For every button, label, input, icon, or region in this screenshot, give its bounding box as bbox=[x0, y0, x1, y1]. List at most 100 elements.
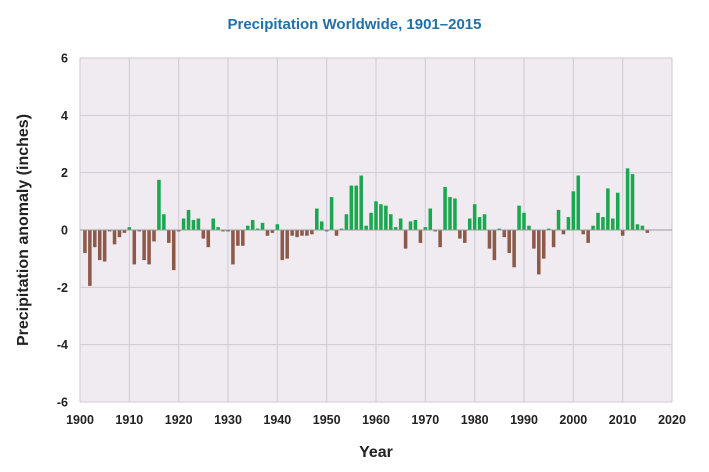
bar-1955 bbox=[349, 185, 354, 230]
bar-1908 bbox=[117, 230, 122, 238]
bar-1976 bbox=[453, 198, 457, 230]
bar-1992 bbox=[532, 230, 536, 249]
bar-1928 bbox=[216, 227, 220, 230]
bar-1932 bbox=[236, 230, 240, 246]
bar-1960 bbox=[374, 201, 378, 230]
bar-1910 bbox=[127, 227, 132, 230]
bar-1937 bbox=[260, 222, 265, 230]
bar-1967 bbox=[408, 221, 413, 230]
x-tick-label: 1950 bbox=[313, 413, 341, 427]
x-tick-label: 1910 bbox=[115, 413, 143, 427]
bar-2007 bbox=[606, 188, 610, 230]
y-tick-label: 6 bbox=[61, 52, 68, 66]
bar-1934 bbox=[245, 225, 250, 230]
bar-1905 bbox=[102, 230, 107, 262]
bar-1938 bbox=[265, 230, 270, 236]
bar-1949 bbox=[319, 221, 324, 230]
y-tick-label: 2 bbox=[61, 166, 68, 180]
bar-1933 bbox=[241, 230, 245, 246]
bar-1988 bbox=[512, 230, 516, 268]
x-axis-title: Year bbox=[359, 444, 393, 461]
bar-1978 bbox=[463, 230, 467, 243]
bar-1921 bbox=[181, 218, 186, 230]
bar-2014 bbox=[640, 225, 645, 230]
x-tick-label: 1930 bbox=[214, 413, 242, 427]
bar-1940 bbox=[275, 224, 280, 230]
bar-1985 bbox=[497, 228, 502, 230]
bar-2008 bbox=[611, 218, 615, 230]
bar-1911 bbox=[132, 230, 137, 265]
bar-1947 bbox=[310, 230, 314, 235]
bar-1984 bbox=[492, 230, 497, 261]
bar-1923 bbox=[191, 219, 196, 230]
bar-1983 bbox=[487, 230, 492, 249]
bar-2002 bbox=[581, 230, 585, 235]
bar-1915 bbox=[152, 230, 156, 242]
bar-1989 bbox=[517, 205, 521, 230]
bar-2013 bbox=[635, 224, 640, 230]
bar-1957 bbox=[359, 175, 363, 230]
bar-1929 bbox=[221, 230, 225, 232]
bar-1907 bbox=[112, 230, 117, 245]
bar-1998 bbox=[561, 230, 566, 235]
bar-1968 bbox=[413, 219, 418, 230]
bar-1974 bbox=[443, 187, 447, 230]
bar-1912 bbox=[137, 230, 141, 232]
bar-1965 bbox=[398, 218, 403, 230]
bar-1951 bbox=[329, 197, 334, 230]
chart-title: Precipitation Worldwide, 1901–2015 bbox=[227, 16, 482, 33]
x-tick-label: 1940 bbox=[263, 413, 291, 427]
bar-1931 bbox=[231, 230, 235, 265]
bar-1903 bbox=[93, 230, 97, 248]
bar-1994 bbox=[541, 230, 546, 259]
bar-1975 bbox=[448, 197, 452, 230]
bar-1995 bbox=[546, 228, 551, 230]
y-tick-label: -4 bbox=[57, 338, 68, 352]
bar-1936 bbox=[255, 228, 260, 230]
bar-1971 bbox=[428, 208, 433, 230]
bar-1986 bbox=[502, 230, 507, 238]
bar-1906 bbox=[107, 230, 112, 232]
y-tick-label: 0 bbox=[61, 224, 68, 238]
bar-1939 bbox=[270, 230, 275, 233]
x-tick-label: 1970 bbox=[411, 413, 439, 427]
bar-1964 bbox=[393, 227, 398, 230]
bar-1930 bbox=[226, 230, 230, 232]
y-axis-title: Precipitation anomaly (inches) bbox=[15, 114, 32, 346]
bar-1901 bbox=[83, 230, 87, 253]
bar-1935 bbox=[250, 219, 255, 230]
bar-1954 bbox=[344, 214, 349, 230]
x-tick-label: 2020 bbox=[658, 413, 686, 427]
bar-2006 bbox=[601, 217, 605, 230]
bar-1966 bbox=[403, 230, 408, 249]
bar-2004 bbox=[591, 225, 595, 230]
bar-1997 bbox=[556, 209, 561, 230]
bar-1980 bbox=[472, 204, 477, 230]
bar-1914 bbox=[147, 230, 151, 265]
y-tick-label: -2 bbox=[57, 281, 68, 295]
bar-2010 bbox=[620, 230, 625, 236]
bar-1979 bbox=[467, 218, 472, 230]
bar-1962 bbox=[384, 205, 388, 230]
bar-1941 bbox=[280, 230, 285, 261]
bar-2011 bbox=[625, 168, 630, 230]
bar-1944 bbox=[295, 230, 299, 238]
bar-1973 bbox=[438, 230, 442, 248]
bar-1948 bbox=[315, 208, 319, 230]
bar-1913 bbox=[142, 230, 146, 261]
bar-1950 bbox=[324, 230, 329, 232]
bar-1970 bbox=[423, 227, 428, 230]
bar-1919 bbox=[171, 230, 176, 271]
bar-2003 bbox=[586, 230, 590, 243]
x-tick-label: 1960 bbox=[362, 413, 390, 427]
bar-1959 bbox=[369, 212, 373, 230]
bar-2012 bbox=[630, 174, 635, 230]
x-tick-label: 1920 bbox=[165, 413, 193, 427]
bar-1953 bbox=[339, 228, 344, 230]
bar-1916 bbox=[157, 179, 161, 230]
bar-1999 bbox=[566, 217, 571, 230]
bar-2005 bbox=[596, 212, 600, 230]
bar-1924 bbox=[196, 218, 201, 230]
y-tick-label: -6 bbox=[57, 396, 68, 410]
x-tick-label: 1900 bbox=[66, 413, 94, 427]
